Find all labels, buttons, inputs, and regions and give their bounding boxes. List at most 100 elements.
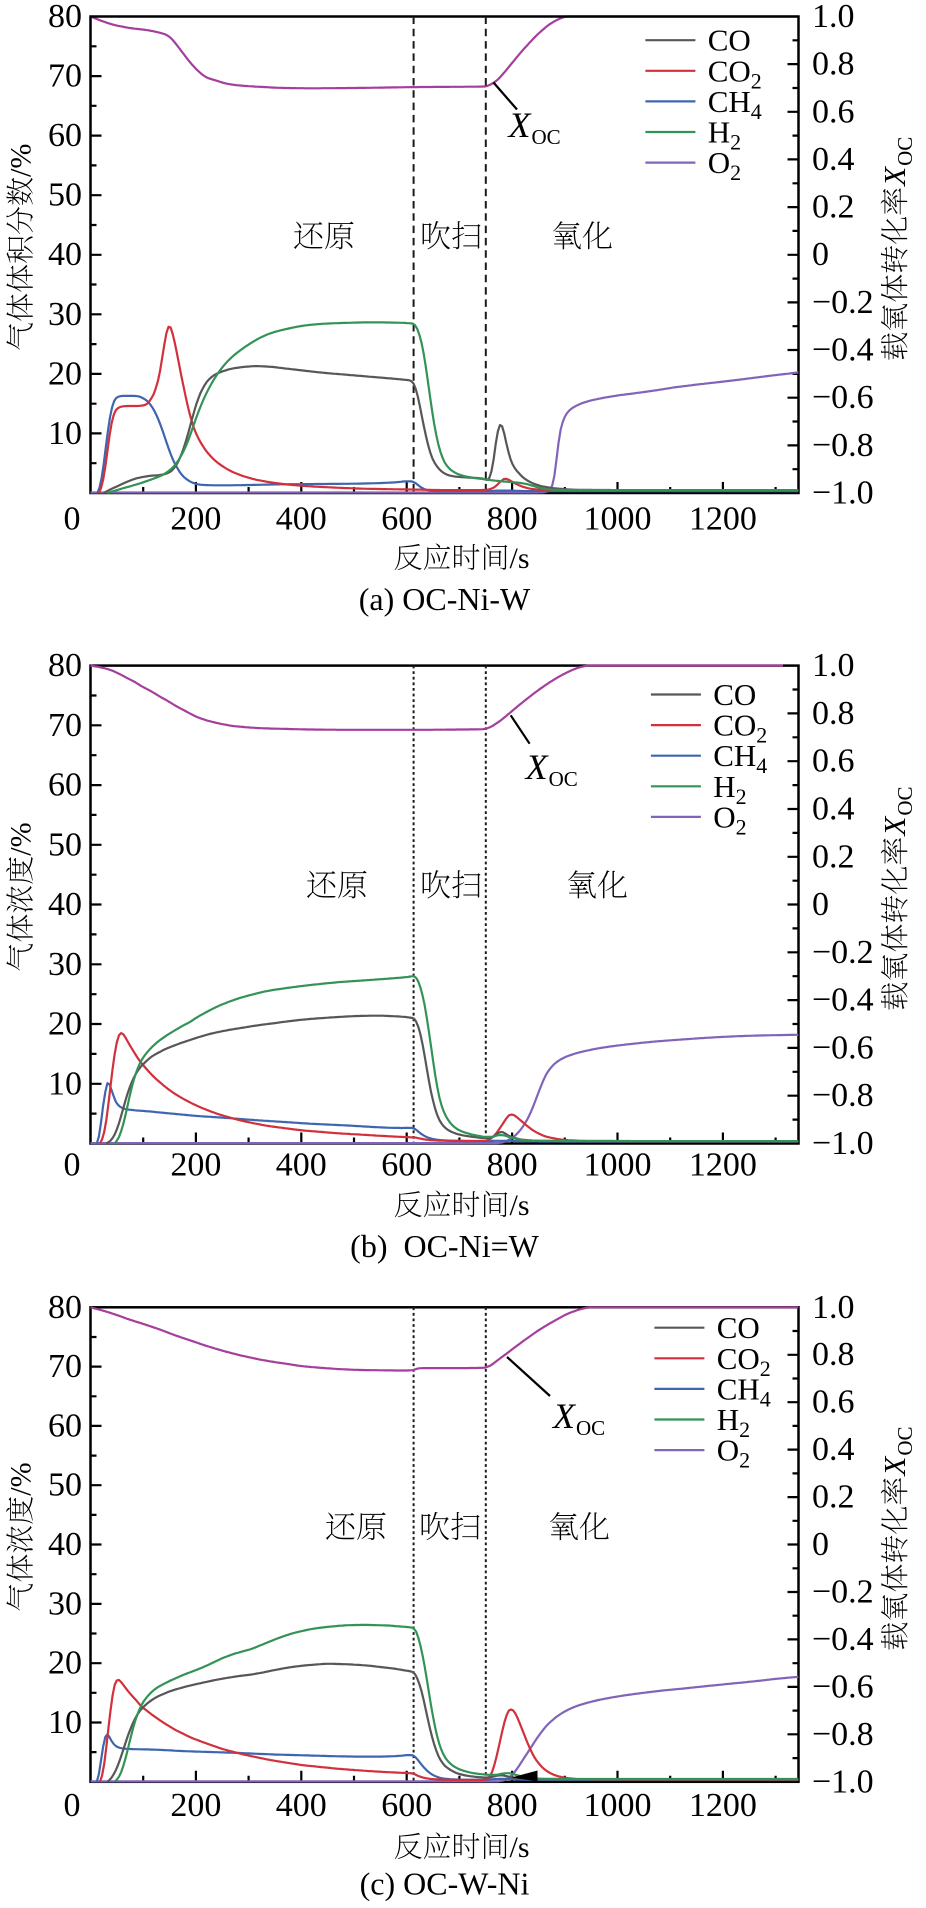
svg-text:OC: OC — [893, 786, 917, 815]
svg-text:10: 10 — [48, 1065, 82, 1102]
svg-text:20: 20 — [48, 355, 82, 392]
svg-text:30: 30 — [48, 1585, 82, 1622]
svg-text:800: 800 — [487, 1147, 538, 1184]
svg-text:40: 40 — [48, 1526, 82, 1563]
svg-text:0.8: 0.8 — [812, 46, 855, 83]
svg-text:1000: 1000 — [584, 1787, 652, 1824]
svg-text:1000: 1000 — [584, 1147, 652, 1184]
svg-text:/%: /% — [5, 822, 38, 855]
svg-text:60: 60 — [48, 767, 82, 804]
svg-text:X: X — [507, 105, 533, 145]
svg-text:400: 400 — [276, 1787, 327, 1824]
svg-text:70: 70 — [48, 58, 82, 95]
svg-text:−0.6: −0.6 — [812, 379, 874, 416]
svg-text:X: X — [551, 1396, 577, 1436]
svg-text:X: X — [877, 816, 912, 838]
svg-text:0.2: 0.2 — [812, 1479, 855, 1516]
svg-text:−0.6: −0.6 — [812, 1029, 874, 1066]
svg-text:/%: /% — [5, 1462, 38, 1495]
svg-text:1.0: 1.0 — [812, 1289, 855, 1326]
svg-text:(a) OC-Ni-W: (a) OC-Ni-W — [359, 581, 531, 617]
svg-text:0: 0 — [812, 236, 829, 273]
svg-text:−0.8: −0.8 — [812, 427, 874, 464]
svg-text:−0.2: −0.2 — [812, 284, 874, 321]
svg-text:600: 600 — [381, 1147, 432, 1184]
svg-text:0: 0 — [64, 501, 81, 538]
svg-text:30: 30 — [48, 296, 82, 333]
svg-text:CO: CO — [713, 677, 756, 712]
svg-text:(b) OC-Ni=W: (b) OC-Ni=W — [350, 1228, 539, 1264]
svg-text:CO: CO — [717, 1310, 760, 1345]
svg-text:0.6: 0.6 — [812, 743, 855, 780]
svg-text:1200: 1200 — [689, 501, 757, 538]
svg-text:X: X — [877, 166, 912, 188]
svg-text:800: 800 — [487, 501, 538, 538]
svg-text:0.4: 0.4 — [812, 1431, 855, 1468]
svg-text:20: 20 — [48, 1645, 82, 1682]
svg-text:/%: /% — [5, 144, 38, 177]
svg-text:600: 600 — [381, 1787, 432, 1824]
svg-text:40: 40 — [48, 886, 82, 923]
svg-text:50: 50 — [48, 826, 82, 863]
svg-text:1200: 1200 — [689, 1787, 757, 1824]
svg-text:/s: /s — [510, 1189, 530, 1222]
svg-text:60: 60 — [48, 1407, 82, 1444]
svg-text:200: 200 — [170, 501, 221, 538]
svg-text:OC: OC — [893, 1426, 917, 1455]
svg-text:80: 80 — [48, 1289, 82, 1326]
svg-text:30: 30 — [48, 946, 82, 983]
svg-text:1000: 1000 — [584, 501, 652, 538]
svg-text:0.8: 0.8 — [812, 695, 855, 732]
svg-text:600: 600 — [381, 501, 432, 538]
svg-text:0: 0 — [64, 1147, 81, 1184]
svg-text:200: 200 — [170, 1787, 221, 1824]
svg-text:40: 40 — [48, 236, 82, 273]
svg-text:10: 10 — [48, 415, 82, 452]
svg-text:0.6: 0.6 — [812, 93, 855, 130]
svg-text:60: 60 — [48, 117, 82, 154]
svg-text:X: X — [877, 1456, 912, 1478]
svg-text:0: 0 — [812, 1526, 829, 1563]
svg-text:OC: OC — [549, 767, 578, 791]
svg-text:20: 20 — [48, 1006, 82, 1043]
svg-text:−0.2: −0.2 — [812, 1574, 874, 1611]
svg-text:−0.4: −0.4 — [812, 332, 874, 369]
svg-text:−1.0: −1.0 — [812, 1125, 874, 1162]
svg-text:1.0: 1.0 — [812, 647, 855, 684]
svg-text:80: 80 — [48, 647, 82, 684]
svg-text:0.2: 0.2 — [812, 189, 855, 226]
svg-text:1.0: 1.0 — [812, 0, 855, 35]
svg-text:X: X — [524, 747, 550, 787]
svg-text:0: 0 — [64, 1787, 81, 1824]
svg-text:0.8: 0.8 — [812, 1336, 855, 1373]
svg-text:50: 50 — [48, 1467, 82, 1504]
svg-text:OC: OC — [893, 137, 917, 166]
svg-text:−1.0: −1.0 — [812, 1763, 874, 1800]
svg-text:OC: OC — [532, 125, 561, 149]
svg-text:800: 800 — [487, 1787, 538, 1824]
svg-text:1200: 1200 — [689, 1147, 757, 1184]
svg-text:70: 70 — [48, 707, 82, 744]
svg-text:/s: /s — [510, 1831, 530, 1864]
svg-text:−0.2: −0.2 — [812, 934, 874, 971]
svg-text:400: 400 — [276, 1147, 327, 1184]
svg-text:0.2: 0.2 — [812, 838, 855, 875]
svg-text:−0.8: −0.8 — [812, 1716, 874, 1753]
svg-text:0.6: 0.6 — [812, 1384, 855, 1421]
svg-text:50: 50 — [48, 177, 82, 214]
svg-text:80: 80 — [48, 0, 82, 35]
svg-text:70: 70 — [48, 1348, 82, 1385]
svg-text:10: 10 — [48, 1704, 82, 1741]
svg-text:−0.8: −0.8 — [812, 1077, 874, 1114]
svg-text:−0.4: −0.4 — [812, 1621, 874, 1658]
svg-text:H2: H2 — [708, 115, 741, 155]
svg-text:0.4: 0.4 — [812, 141, 855, 178]
svg-text:(c) OC-W-Ni: (c) OC-W-Ni — [360, 1866, 530, 1902]
svg-text:0: 0 — [812, 886, 829, 923]
svg-text:OC: OC — [576, 1416, 605, 1440]
svg-text:CO: CO — [708, 23, 751, 58]
svg-text:−1.0: −1.0 — [812, 475, 874, 512]
svg-text:/s: /s — [510, 542, 530, 575]
svg-text:0.4: 0.4 — [812, 791, 855, 828]
svg-text:200: 200 — [170, 1147, 221, 1184]
